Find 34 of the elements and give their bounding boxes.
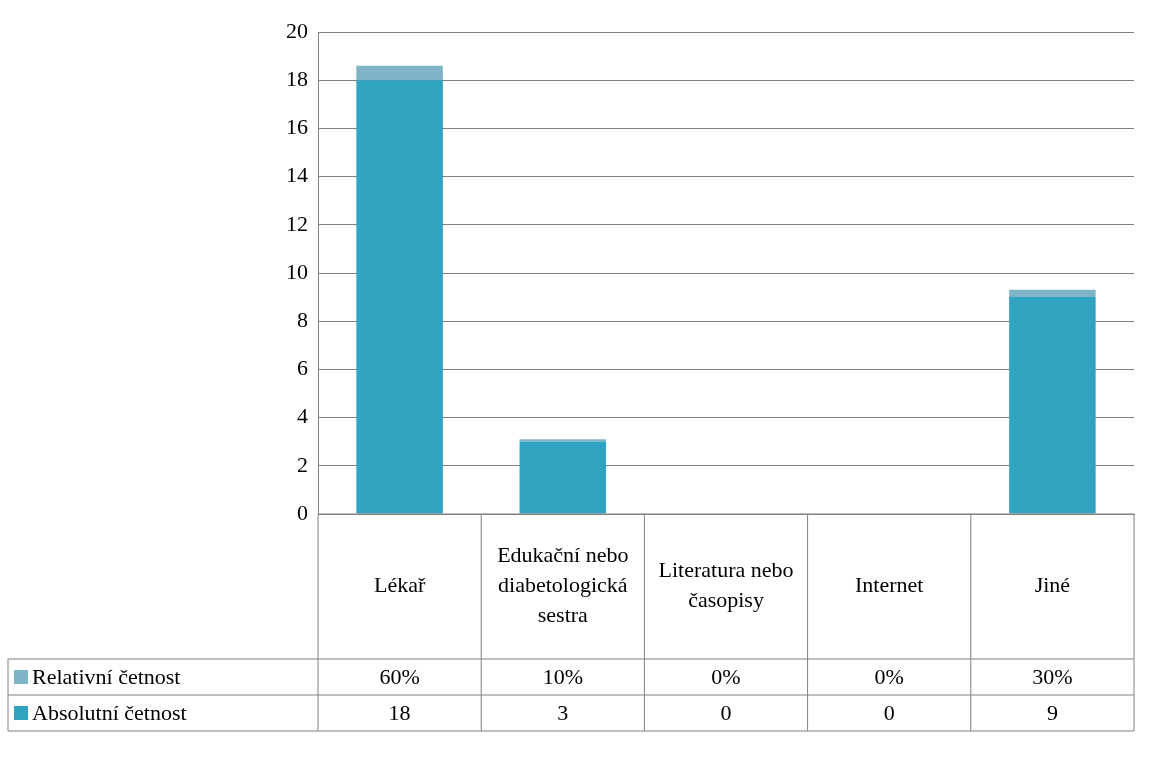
data-label: 3 [557,699,569,725]
data-label: 0% [874,663,904,689]
y-tick-label: 0 [297,499,308,525]
data-label: 18 [388,699,411,725]
bar [356,80,443,514]
legend-label: Relativní četnost [32,663,181,689]
x-tick-label: Edukační nebo diabetologická sestra [497,542,629,628]
y-tick-label: 20 [286,17,308,43]
data-label: 0 [720,699,732,725]
bar [1009,289,1096,298]
bar [519,441,607,514]
bar [356,65,443,81]
bar [1009,297,1096,514]
y-tick-label: 14 [286,162,308,188]
data-label: 60% [379,663,420,689]
y-tick-label: 18 [286,65,308,91]
x-tick-label: Lékař [373,572,426,598]
x-tick-label: Internet [855,572,924,598]
x-tick-label: Jiné [1034,572,1071,598]
y-tick-label: 6 [297,355,308,381]
y-tick-label: 16 [286,114,308,140]
x-tick-label: Literatura nebo časopisy [658,557,794,613]
y-tick-label: 10 [286,258,308,284]
y-tick-label: 12 [286,210,308,236]
data-label: 0% [711,663,741,689]
y-tick-label: 4 [297,403,308,429]
y-tick-label: 2 [297,451,308,477]
bar [519,439,607,442]
legend-label: Absolutní četnost [32,699,187,725]
data-label: 10% [542,663,583,689]
data-label: 0 [883,699,895,725]
data-label: 9 [1046,699,1058,725]
y-tick-label: 8 [297,306,308,332]
data-label: 30% [1032,663,1073,689]
